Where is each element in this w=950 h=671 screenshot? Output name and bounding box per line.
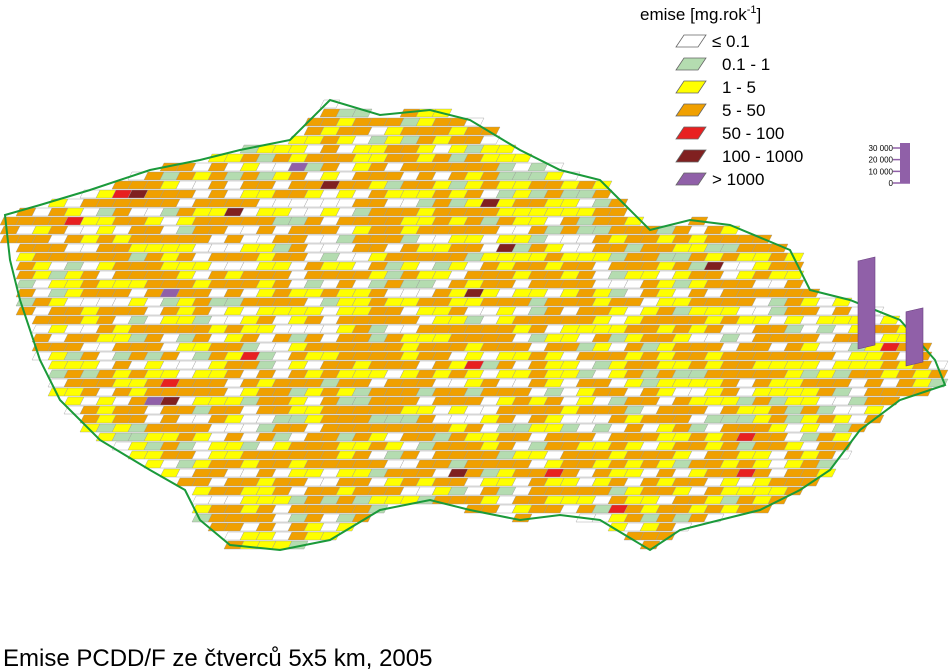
legend-swatch bbox=[675, 80, 707, 94]
grid-cell bbox=[831, 432, 853, 442]
grid-cell bbox=[591, 189, 613, 199]
grid-cell bbox=[783, 279, 805, 289]
legend-label: 50 - 100 bbox=[722, 124, 784, 143]
grid-cell bbox=[783, 486, 805, 496]
legend-label: 100 - 1000 bbox=[722, 147, 803, 166]
grid-cell bbox=[335, 522, 357, 532]
legend-swatch bbox=[675, 57, 707, 71]
legend-title: emise [mg.rok-1] bbox=[640, 4, 761, 24]
grid-cell bbox=[479, 135, 501, 145]
scale-label: 20 000 bbox=[869, 156, 894, 165]
legend-label: > 1000 bbox=[712, 170, 764, 189]
bar bbox=[905, 307, 924, 367]
grid-cell bbox=[767, 243, 789, 253]
legend-swatch bbox=[675, 172, 707, 186]
legend: emise [mg.rok-1] ≤ 0.1 0.1 - 1 1 - 5 5 - 50… bbox=[640, 4, 803, 189]
scale-label: 30 000 bbox=[869, 144, 894, 153]
bar bbox=[857, 256, 876, 350]
grid-cell bbox=[607, 198, 629, 208]
grid-cell bbox=[783, 270, 805, 280]
grid-cell bbox=[351, 513, 373, 523]
bar-inset: 30 000 20 000 10 000 0 bbox=[857, 143, 924, 367]
legend-label: 1 - 5 bbox=[722, 78, 756, 97]
caption: Emise PCDD/F ze čtverců 5x5 km, 2005 bbox=[3, 645, 432, 671]
country-border bbox=[3, 98, 947, 552]
legend-swatch bbox=[675, 34, 707, 48]
grid-cell bbox=[607, 207, 629, 217]
legend-swatch bbox=[675, 149, 707, 163]
scale-label: 0 bbox=[889, 179, 894, 188]
grid-cell bbox=[367, 504, 389, 514]
scale-bar bbox=[900, 143, 910, 183]
grid-cell bbox=[847, 423, 869, 433]
legend-swatch bbox=[675, 126, 707, 140]
emission-grid bbox=[0, 99, 949, 550]
scale-label: 10 000 bbox=[869, 167, 894, 176]
grid-cell bbox=[655, 531, 677, 541]
legend-label: ≤ 0.1 bbox=[712, 32, 750, 51]
grid-cell bbox=[927, 369, 949, 379]
legend-swatch bbox=[675, 103, 707, 117]
legend-label: 5 - 50 bbox=[722, 101, 765, 120]
legend-label: 0.1 - 1 bbox=[722, 55, 770, 74]
